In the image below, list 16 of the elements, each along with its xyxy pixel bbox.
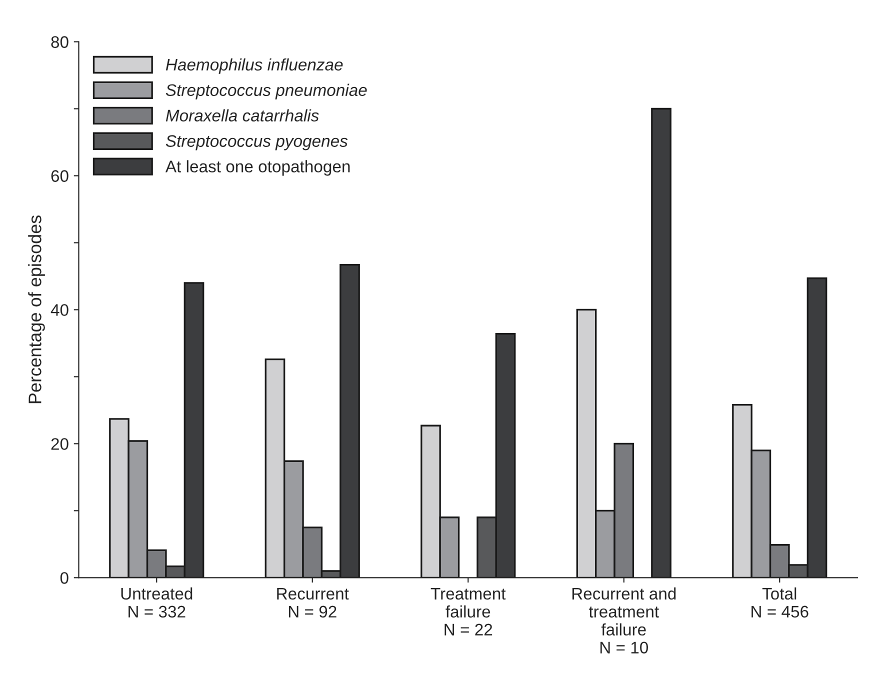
legend-label: Moraxella catarrhalis (166, 109, 319, 122)
x-tick-label: Untreated N = 332 (121, 587, 192, 618)
y-tick-label: 60 (51, 170, 68, 182)
y-tick-label: 20 (51, 438, 68, 450)
y-tick-label: 40 (50, 304, 68, 316)
y-tick-label: 0 (60, 572, 68, 584)
legend-label: At least one otopathogen (165, 160, 350, 176)
y-axis-title: Percentage of episodes (28, 216, 45, 404)
legend-label: Streptococcus pyogenes (166, 135, 348, 150)
x-tick-label: Treatment failure N = 22 (430, 588, 506, 636)
legend-label: Haemophilus influenzae (166, 58, 343, 74)
legend-label: Streptococcus pneumoniae (166, 84, 367, 100)
x-tick-label: Total N = 456 (752, 587, 808, 618)
x-tick-label: Recurrent and treatment failure N = 10 (572, 587, 676, 654)
x-tick-label: Recurrent N = 92 (277, 588, 349, 618)
y-tick-label: 80 (51, 36, 68, 48)
